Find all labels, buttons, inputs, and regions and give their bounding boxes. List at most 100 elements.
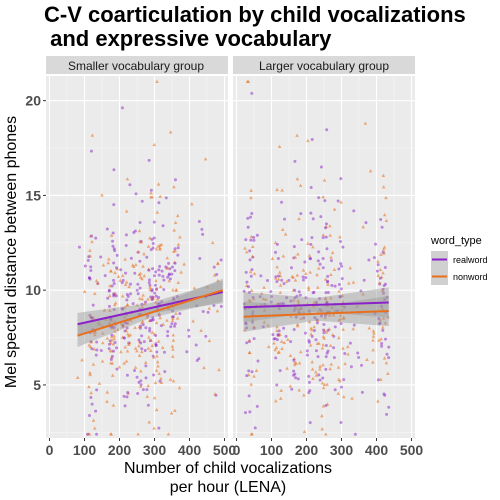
point-realword xyxy=(315,318,319,322)
point-nonword xyxy=(296,298,301,303)
point-realword xyxy=(292,327,296,331)
point-nonword xyxy=(342,394,346,399)
point-nonword xyxy=(376,399,380,403)
point-realword xyxy=(316,355,320,359)
point-realword xyxy=(249,215,253,219)
point-nonword xyxy=(171,288,175,292)
point-realword xyxy=(250,370,254,374)
point-realword xyxy=(295,294,299,298)
point-nonword xyxy=(323,315,327,320)
point-nonword xyxy=(250,317,255,321)
point-nonword xyxy=(111,403,116,407)
point-realword xyxy=(343,352,347,356)
point-realword xyxy=(172,296,176,300)
point-realword xyxy=(142,340,146,344)
point-realword xyxy=(322,331,326,335)
point-nonword xyxy=(171,347,175,351)
point-realword xyxy=(106,296,110,300)
point-nonword xyxy=(252,374,256,378)
point-nonword xyxy=(120,273,125,278)
point-realword xyxy=(276,274,280,278)
y-tick-label: 20 xyxy=(25,93,41,109)
point-nonword xyxy=(252,325,256,329)
point-realword xyxy=(377,322,381,326)
legend-title: word_type xyxy=(430,235,482,247)
point-realword xyxy=(154,343,158,347)
point-realword xyxy=(261,325,265,329)
point-realword xyxy=(252,337,256,341)
point-nonword xyxy=(136,249,141,254)
point-realword xyxy=(381,250,385,254)
point-nonword xyxy=(363,121,368,125)
point-realword xyxy=(333,325,337,329)
point-realword xyxy=(162,288,166,292)
panel-strip xyxy=(233,56,415,74)
point-nonword xyxy=(205,285,210,289)
point-realword xyxy=(124,271,128,275)
point-realword xyxy=(316,259,320,263)
point-nonword xyxy=(139,369,143,373)
point-realword xyxy=(247,394,251,398)
point-realword xyxy=(148,327,152,331)
point-nonword xyxy=(365,357,369,361)
point-nonword xyxy=(346,344,350,349)
point-realword xyxy=(348,341,352,345)
point-nonword xyxy=(261,296,266,301)
point-nonword xyxy=(333,308,338,313)
point-nonword xyxy=(296,252,300,256)
point-realword xyxy=(122,394,126,398)
point-nonword xyxy=(94,278,99,283)
point-nonword xyxy=(190,202,194,206)
point-nonword xyxy=(299,316,303,320)
point-realword xyxy=(170,272,174,276)
point-realword xyxy=(90,316,94,320)
point-realword xyxy=(256,359,260,363)
point-realword xyxy=(94,353,98,357)
point-realword xyxy=(272,337,276,341)
x-tick-label: 0 xyxy=(233,442,241,458)
point-realword xyxy=(376,378,380,382)
point-nonword xyxy=(168,130,173,134)
point-nonword xyxy=(307,319,312,324)
point-realword xyxy=(305,349,309,353)
point-realword xyxy=(364,221,368,225)
point-nonword xyxy=(332,267,337,272)
point-realword xyxy=(341,245,345,249)
point-realword xyxy=(135,375,139,379)
point-nonword xyxy=(152,426,156,430)
point-realword xyxy=(269,300,273,304)
x-tick-label: 300 xyxy=(143,442,167,458)
point-realword xyxy=(119,268,123,272)
point-realword xyxy=(111,244,115,248)
point-nonword xyxy=(306,241,310,245)
point-nonword xyxy=(155,354,159,358)
point-realword xyxy=(292,245,296,249)
point-nonword xyxy=(381,247,386,251)
point-realword xyxy=(146,403,150,407)
point-nonword xyxy=(319,309,324,313)
point-realword xyxy=(329,259,333,263)
point-nonword xyxy=(138,384,143,388)
point-realword xyxy=(293,306,297,310)
point-realword xyxy=(89,149,93,153)
point-nonword xyxy=(217,367,221,372)
point-nonword xyxy=(343,361,347,366)
point-realword xyxy=(321,266,325,270)
point-realword xyxy=(155,350,159,354)
point-nonword xyxy=(122,361,126,365)
panel-larger-vocabulary xyxy=(233,56,415,438)
point-nonword xyxy=(324,330,329,334)
point-nonword xyxy=(384,218,389,223)
point-realword xyxy=(158,264,162,268)
point-nonword xyxy=(278,270,282,274)
point-nonword xyxy=(90,133,95,137)
point-realword xyxy=(379,217,383,221)
point-realword xyxy=(112,261,116,265)
point-realword xyxy=(126,390,130,394)
point-nonword xyxy=(281,254,286,258)
point-nonword xyxy=(123,305,127,309)
point-nonword xyxy=(331,313,336,317)
point-realword xyxy=(164,265,168,269)
point-nonword xyxy=(291,275,296,279)
